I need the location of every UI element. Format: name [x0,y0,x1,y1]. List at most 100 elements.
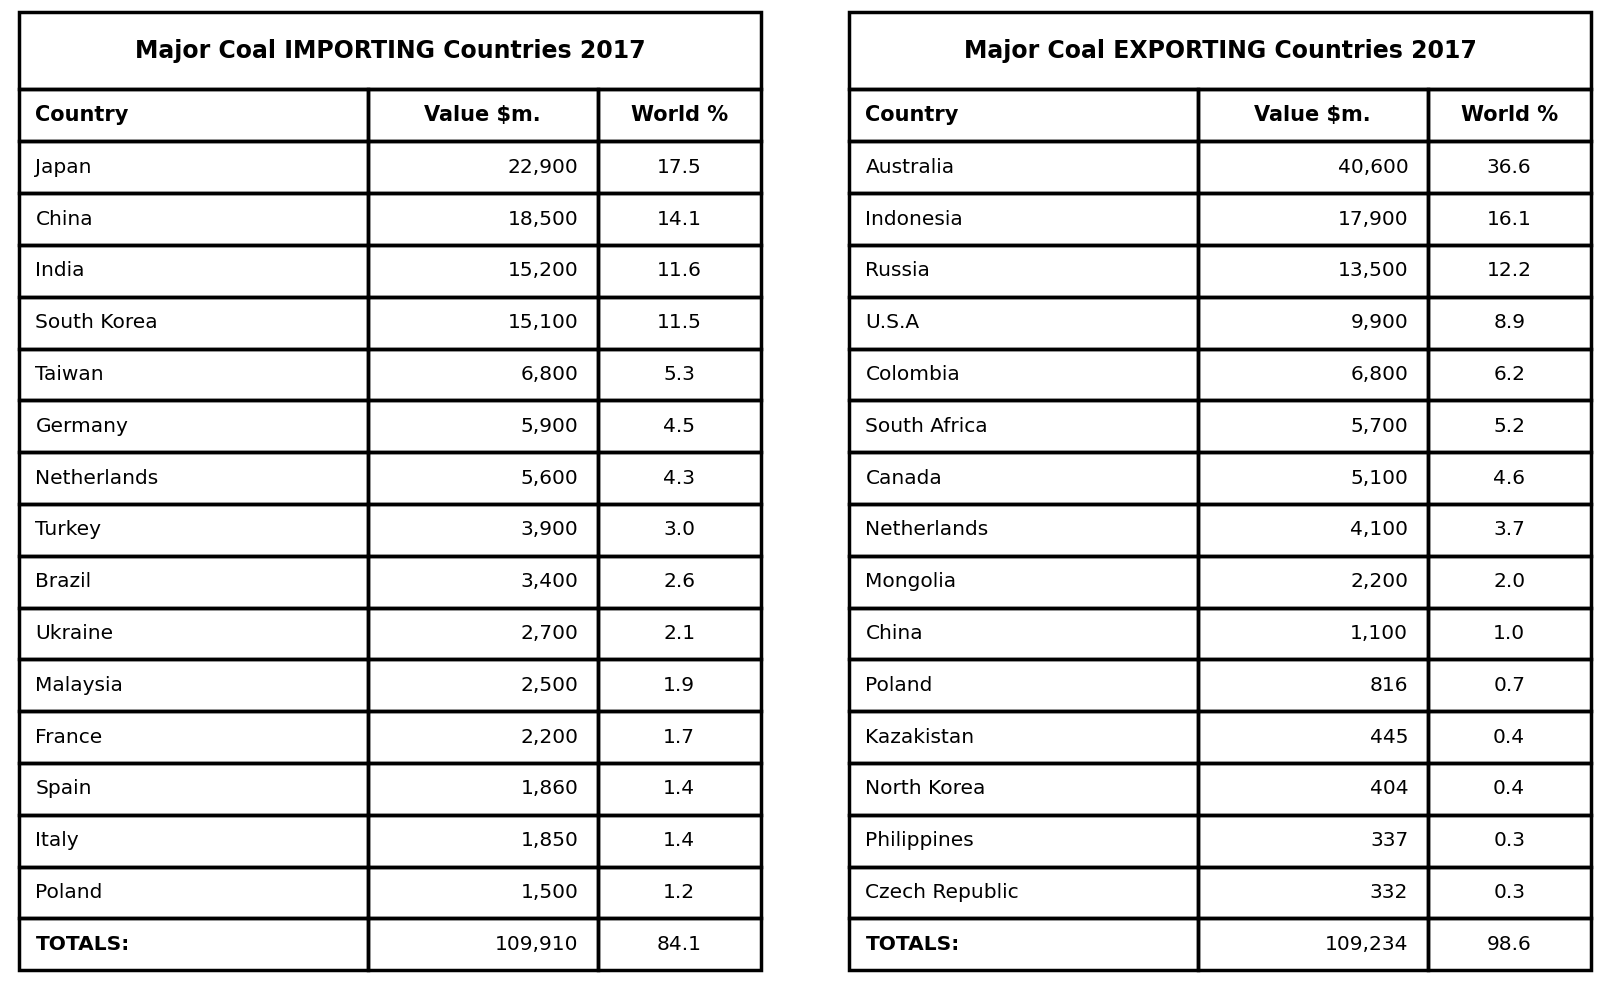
Text: 6,800: 6,800 [520,365,578,384]
Bar [19,556,367,608]
Text: 6.2: 6.2 [1492,365,1525,384]
Text: 4,100: 4,100 [1351,520,1409,539]
Bar [597,245,760,297]
Bar [597,141,760,193]
Text: 15,100: 15,100 [507,313,578,332]
Bar [367,763,597,815]
Text: Major Coal EXPORTING Countries 2017: Major Coal EXPORTING Countries 2017 [963,38,1476,63]
Text: 0.3: 0.3 [1492,883,1525,902]
Text: World %: World % [1460,105,1558,126]
Text: 0.4: 0.4 [1492,728,1525,746]
Text: 0.7: 0.7 [1492,676,1525,695]
Bar [367,349,597,401]
Bar [1428,349,1591,401]
Text: 8.9: 8.9 [1492,313,1525,332]
Text: China: China [866,624,923,643]
Bar [1428,297,1591,349]
Text: China: China [35,209,93,229]
Text: Poland: Poland [866,676,932,695]
Bar [1198,349,1428,401]
Text: 3,900: 3,900 [520,520,578,539]
Text: South Africa: South Africa [866,416,989,436]
Bar [19,815,367,866]
Bar [850,815,1198,866]
Text: 16.1: 16.1 [1486,209,1531,229]
Bar [597,193,760,245]
Bar [19,193,367,245]
Text: Japan: Japan [35,158,92,177]
Text: Kazakistan: Kazakistan [866,728,974,746]
Text: TOTALS:: TOTALS: [866,935,960,954]
Text: 98.6: 98.6 [1486,935,1531,954]
Bar [19,504,367,556]
Bar [367,866,597,918]
Bar [19,711,367,763]
Text: 1.9: 1.9 [663,676,696,695]
Text: Country: Country [35,105,129,126]
Text: 18,500: 18,500 [507,209,578,229]
Text: Malaysia: Malaysia [35,676,124,695]
Bar [597,297,760,349]
Bar [597,401,760,452]
Text: 1,100: 1,100 [1351,624,1409,643]
Text: World %: World % [631,105,728,126]
Text: 36.6: 36.6 [1486,158,1531,177]
Text: 1,850: 1,850 [520,831,578,850]
Text: 11.6: 11.6 [657,261,702,280]
Text: 4.6: 4.6 [1492,468,1525,487]
Bar [367,556,597,608]
Bar [367,504,597,556]
Bar [19,245,367,297]
Bar [1428,556,1591,608]
Bar [19,89,367,141]
Text: 445: 445 [1370,728,1409,746]
Text: 1.7: 1.7 [663,728,696,746]
Bar [597,815,760,866]
Text: Poland: Poland [35,883,103,902]
Text: 2,700: 2,700 [520,624,578,643]
Text: 5.3: 5.3 [663,365,696,384]
Bar [367,141,597,193]
Bar [850,452,1198,504]
Text: 2,500: 2,500 [520,676,578,695]
Text: 109,910: 109,910 [494,935,578,954]
Text: 3.0: 3.0 [663,520,696,539]
Text: 22,900: 22,900 [507,158,578,177]
Bar [850,504,1198,556]
Text: 9,900: 9,900 [1351,313,1409,332]
Text: 5,900: 5,900 [520,416,578,436]
Bar [1198,89,1428,141]
Bar [19,349,367,401]
Text: 109,234: 109,234 [1325,935,1409,954]
Bar [850,193,1198,245]
Bar [1428,711,1591,763]
Text: Colombia: Colombia [866,365,960,384]
Bar [850,866,1198,918]
Text: 404: 404 [1370,780,1409,798]
Bar [1198,141,1428,193]
Bar [1428,193,1591,245]
Text: 6,800: 6,800 [1351,365,1409,384]
Bar [367,297,597,349]
Bar [1428,608,1591,659]
Text: 11.5: 11.5 [657,313,702,332]
Bar [1428,815,1591,866]
Text: 5,600: 5,600 [520,468,578,487]
Bar [1198,866,1428,918]
Bar [1428,141,1591,193]
Text: 0.3: 0.3 [1492,831,1525,850]
Text: North Korea: North Korea [866,780,985,798]
Bar [597,349,760,401]
Bar [1428,401,1591,452]
Text: 1,500: 1,500 [520,883,578,902]
Text: 17.5: 17.5 [657,158,702,177]
Text: 1,860: 1,860 [520,780,578,798]
Text: Value $m.: Value $m. [1254,105,1372,126]
Bar [597,918,760,970]
Text: 2.1: 2.1 [663,624,696,643]
Bar [850,401,1198,452]
Bar [1428,918,1591,970]
Bar [1198,504,1428,556]
Bar [1198,245,1428,297]
Bar [367,193,597,245]
